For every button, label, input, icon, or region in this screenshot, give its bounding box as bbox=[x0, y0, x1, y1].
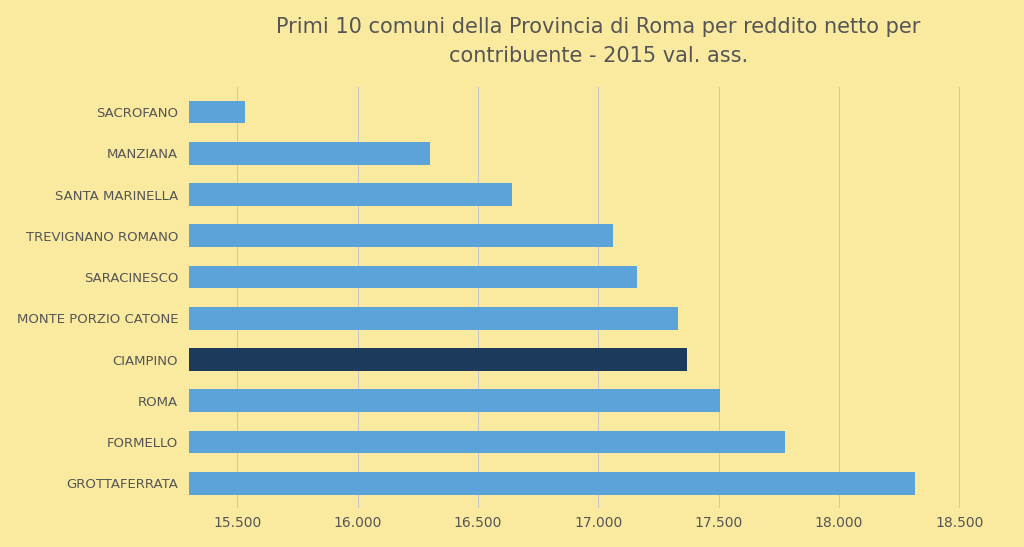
Title: Primi 10 comuni della Provincia di Roma per reddito netto per
contribuente - 201: Primi 10 comuni della Provincia di Roma … bbox=[276, 16, 921, 66]
Bar bbox=[189, 430, 785, 453]
Bar bbox=[189, 183, 512, 206]
Bar bbox=[189, 472, 914, 494]
Bar bbox=[189, 389, 720, 412]
Bar bbox=[189, 142, 430, 165]
Bar bbox=[189, 224, 612, 247]
Bar bbox=[189, 307, 678, 330]
Bar bbox=[189, 348, 687, 371]
Bar bbox=[189, 266, 637, 288]
Bar bbox=[189, 101, 245, 124]
